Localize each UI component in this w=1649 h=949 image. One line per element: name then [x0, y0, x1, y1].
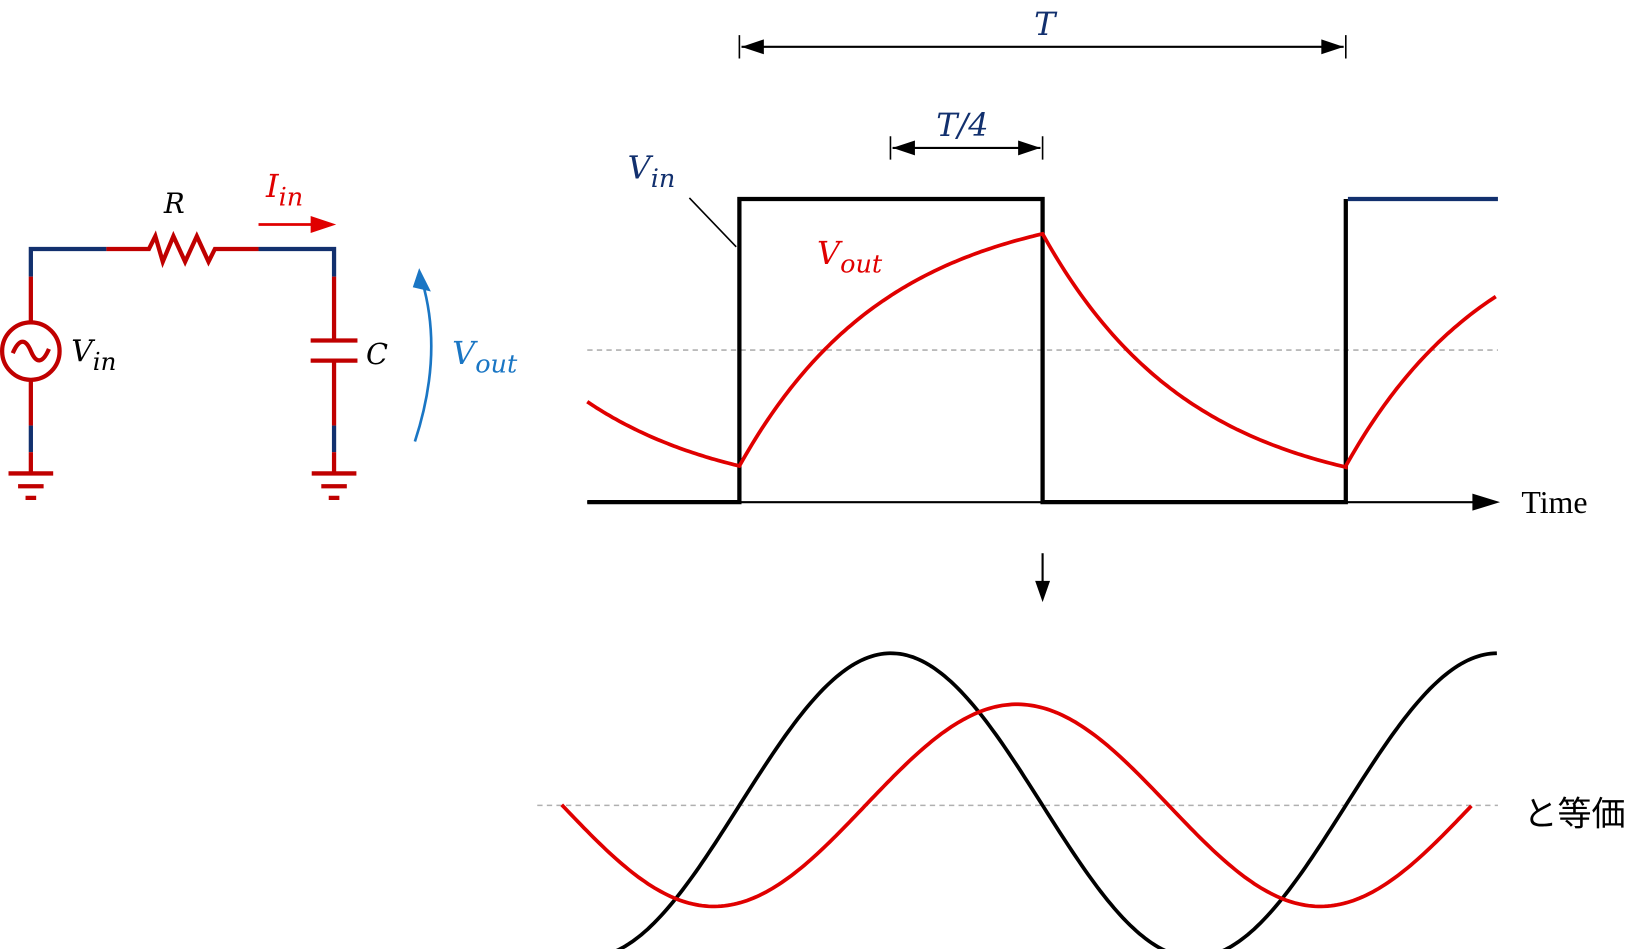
source-label: Vin: [71, 335, 116, 377]
current-arrowhead-icon: [310, 215, 337, 234]
ground-right-icon: [311, 471, 357, 501]
capacitor-plates: [310, 338, 358, 363]
vout-arrow-icon: [413, 281, 433, 442]
time-axis-label: Time: [1521, 485, 1587, 520]
vout-arrowhead-icon: [412, 268, 431, 292]
sine-glyph-icon: [10, 339, 51, 363]
time-axis-arrow-icon: [1472, 493, 1501, 511]
vout-wave-label: Vout: [817, 234, 883, 280]
vin-wave-label: Vin: [628, 149, 676, 195]
vout-sine-wave: [560, 702, 1473, 909]
down-arrowhead-icon: [1035, 580, 1051, 603]
circuit: [0, 215, 433, 501]
vin-sine-wave: [615, 651, 1497, 949]
resistor-label: R: [163, 187, 185, 220]
equivalent-label: と等価: [1523, 796, 1625, 834]
current-label: Iin: [265, 167, 303, 213]
output-label: Vout: [452, 334, 518, 380]
resistor: [106, 230, 259, 269]
period-dimension: [738, 35, 1347, 160]
capacitor-label: C: [366, 337, 388, 371]
period-label: T: [1034, 5, 1058, 43]
quarter-period-label: T/4: [936, 106, 988, 144]
vin-square-wave: [587, 196, 1348, 505]
wire-top-left: [28, 246, 107, 277]
wire-top-right: [258, 246, 337, 277]
vin-leader-line: [688, 197, 737, 248]
vout-exponential-wave: [586, 231, 1497, 470]
ground-left-icon: [8, 471, 54, 501]
